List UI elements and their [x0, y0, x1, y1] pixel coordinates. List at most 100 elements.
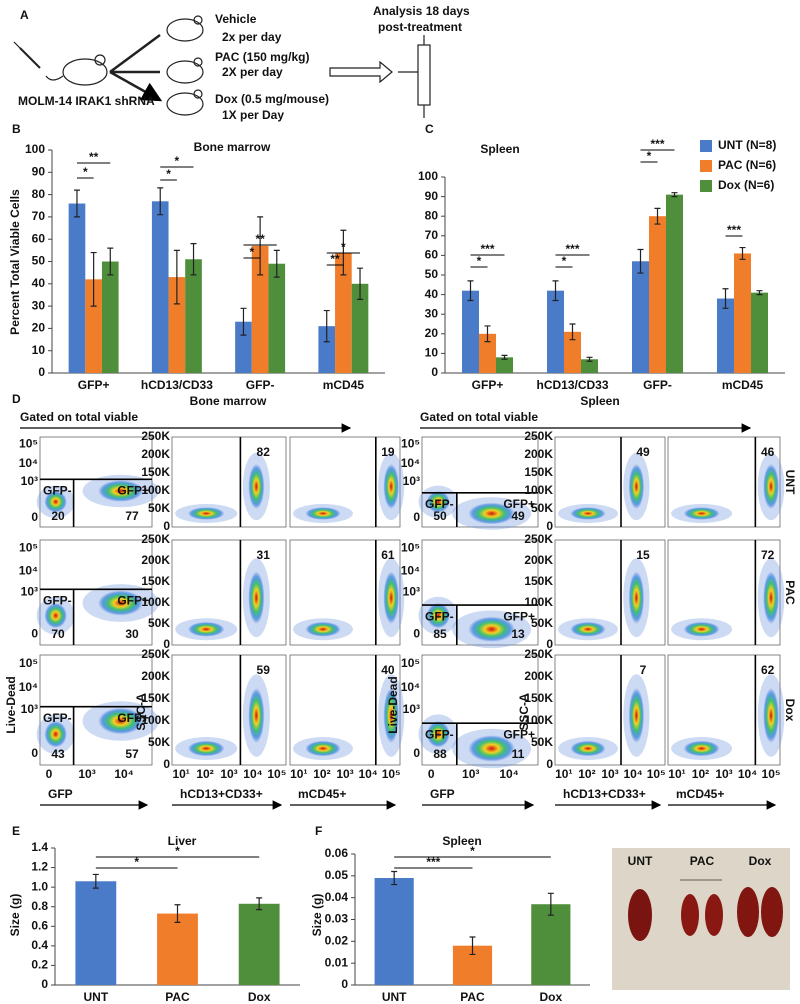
row-label: Dox — [783, 699, 797, 722]
event-density — [98, 707, 144, 735]
error-bar — [637, 248, 644, 274]
bar — [531, 904, 571, 985]
gate-label: GFP- — [425, 727, 454, 741]
y-axis-label: SSC-A — [134, 693, 148, 731]
y-tick-label: 0 — [341, 977, 348, 991]
x-tick-label: UNT — [382, 990, 407, 1004]
x-tick-label: 10³ — [715, 767, 732, 781]
event-density — [187, 740, 225, 757]
y-tick-label: 50K — [531, 735, 553, 749]
y-tick-label: 0.6 — [31, 918, 48, 932]
event-density — [248, 464, 265, 509]
error-bar — [654, 207, 661, 225]
arm-text: Dox (0.5 mg/mouse) — [215, 92, 329, 106]
x-tick-label: UNT — [83, 990, 108, 1004]
gate-label: GFP+ — [117, 594, 149, 608]
gate-label: GFP- — [43, 594, 72, 608]
y-tick-label: 0 — [41, 977, 48, 991]
y-tick-label: 10 — [425, 346, 439, 360]
x-tick-label: 0 — [46, 767, 53, 781]
event-density — [570, 621, 606, 637]
gate — [40, 705, 152, 765]
x-tick-label: 10¹ — [172, 767, 189, 781]
y-tick-label: 0 — [431, 365, 438, 379]
x-axis-label: mCD45+ — [298, 787, 346, 801]
error-bar — [273, 249, 280, 278]
y-tick-label: 0 — [163, 519, 170, 533]
bar — [751, 292, 768, 373]
x-tick-label: mCD45 — [323, 378, 365, 392]
bar — [547, 290, 564, 373]
y-tick-label: 250K — [524, 647, 553, 661]
y-axis-label: Size (g) — [8, 894, 22, 937]
x-tick-label: 10⁵ — [647, 767, 666, 781]
x-tick-label: 10² — [578, 767, 595, 781]
x-tick-label: 10⁵ — [762, 767, 781, 781]
event-density — [683, 621, 720, 637]
y-tick-label: 90 — [32, 164, 46, 178]
error-bar — [671, 192, 678, 198]
significance-label: * — [249, 245, 254, 259]
gate-percent: 85 — [433, 627, 447, 641]
significance-label: * — [470, 844, 475, 858]
significance-label: *** — [480, 242, 494, 256]
gate-percent: 49 — [511, 509, 525, 523]
x-tick-label: 10⁴ — [114, 767, 133, 781]
y-tick-label: 200K — [141, 447, 170, 461]
y-tick-label: 0 — [546, 519, 553, 533]
x-tick-label: mCD45 — [722, 378, 764, 392]
y-tick-label: 250K — [141, 532, 170, 546]
event-density — [628, 688, 645, 743]
photo-label: PAC — [690, 854, 715, 868]
y-tick-label: 40 — [425, 287, 439, 301]
y-tick-label: 250K — [141, 647, 170, 661]
event-density — [683, 507, 720, 520]
bar — [581, 359, 598, 373]
significance-label: * — [175, 844, 180, 858]
section-title: Spleen — [580, 394, 619, 408]
error-bar — [107, 247, 114, 276]
legend-swatch — [700, 180, 712, 192]
event-density — [763, 688, 779, 743]
bar — [318, 326, 336, 373]
y-tick-label: 100 — [418, 169, 438, 183]
photo-label: UNT — [628, 854, 653, 868]
y-tick-label: 10³ — [403, 702, 420, 716]
y-tick-label: 0 — [31, 510, 38, 524]
significance-label: * — [134, 855, 139, 869]
y-tick-label: 0.05 — [325, 868, 349, 882]
error-bar — [173, 249, 180, 305]
y-tick-label: 30 — [32, 298, 46, 312]
bar — [632, 261, 649, 373]
gate-label: GFP+ — [117, 483, 149, 497]
bar — [151, 201, 169, 373]
y-tick-label: 100K — [141, 483, 170, 497]
error-bar — [569, 323, 576, 341]
gate-percent: 7 — [640, 663, 647, 677]
gate — [422, 722, 538, 765]
gate-percent: 20 — [51, 509, 65, 523]
error-bar — [256, 897, 263, 911]
significance-label: ** — [255, 232, 265, 246]
x-tick-label: hCD13/CD33 — [141, 378, 213, 392]
y-tick-label: 1.4 — [31, 840, 48, 854]
bar — [649, 216, 666, 373]
significance-label: * — [341, 240, 346, 254]
y-tick-label: 0 — [546, 757, 553, 771]
significance-label: *** — [727, 223, 741, 237]
y-tick-label: 250K — [524, 429, 553, 443]
x-tick-label: 10³ — [336, 767, 353, 781]
significance-label: *** — [650, 137, 664, 151]
x-tick-label: 10¹ — [668, 767, 685, 781]
x-tick-label: Dox — [248, 990, 271, 1004]
y-tick-label: 10³ — [21, 474, 38, 488]
y-tick-label: 70 — [32, 209, 46, 223]
x-tick-label: 10⁴ — [499, 767, 518, 781]
error-bar — [92, 873, 99, 889]
significance-label: ** — [330, 252, 340, 266]
y-tick-label: 10 — [32, 343, 46, 357]
error-bar — [391, 870, 398, 886]
y-tick-label: 1.0 — [31, 879, 48, 893]
y-tick-label: 200K — [141, 669, 170, 683]
